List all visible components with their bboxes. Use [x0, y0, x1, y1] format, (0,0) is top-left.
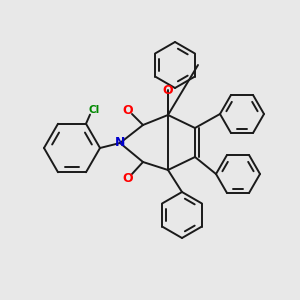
Text: Cl: Cl	[88, 105, 100, 115]
Text: O: O	[163, 83, 173, 97]
Text: N: N	[115, 136, 125, 149]
Text: O: O	[123, 172, 133, 184]
Text: O: O	[123, 103, 133, 116]
